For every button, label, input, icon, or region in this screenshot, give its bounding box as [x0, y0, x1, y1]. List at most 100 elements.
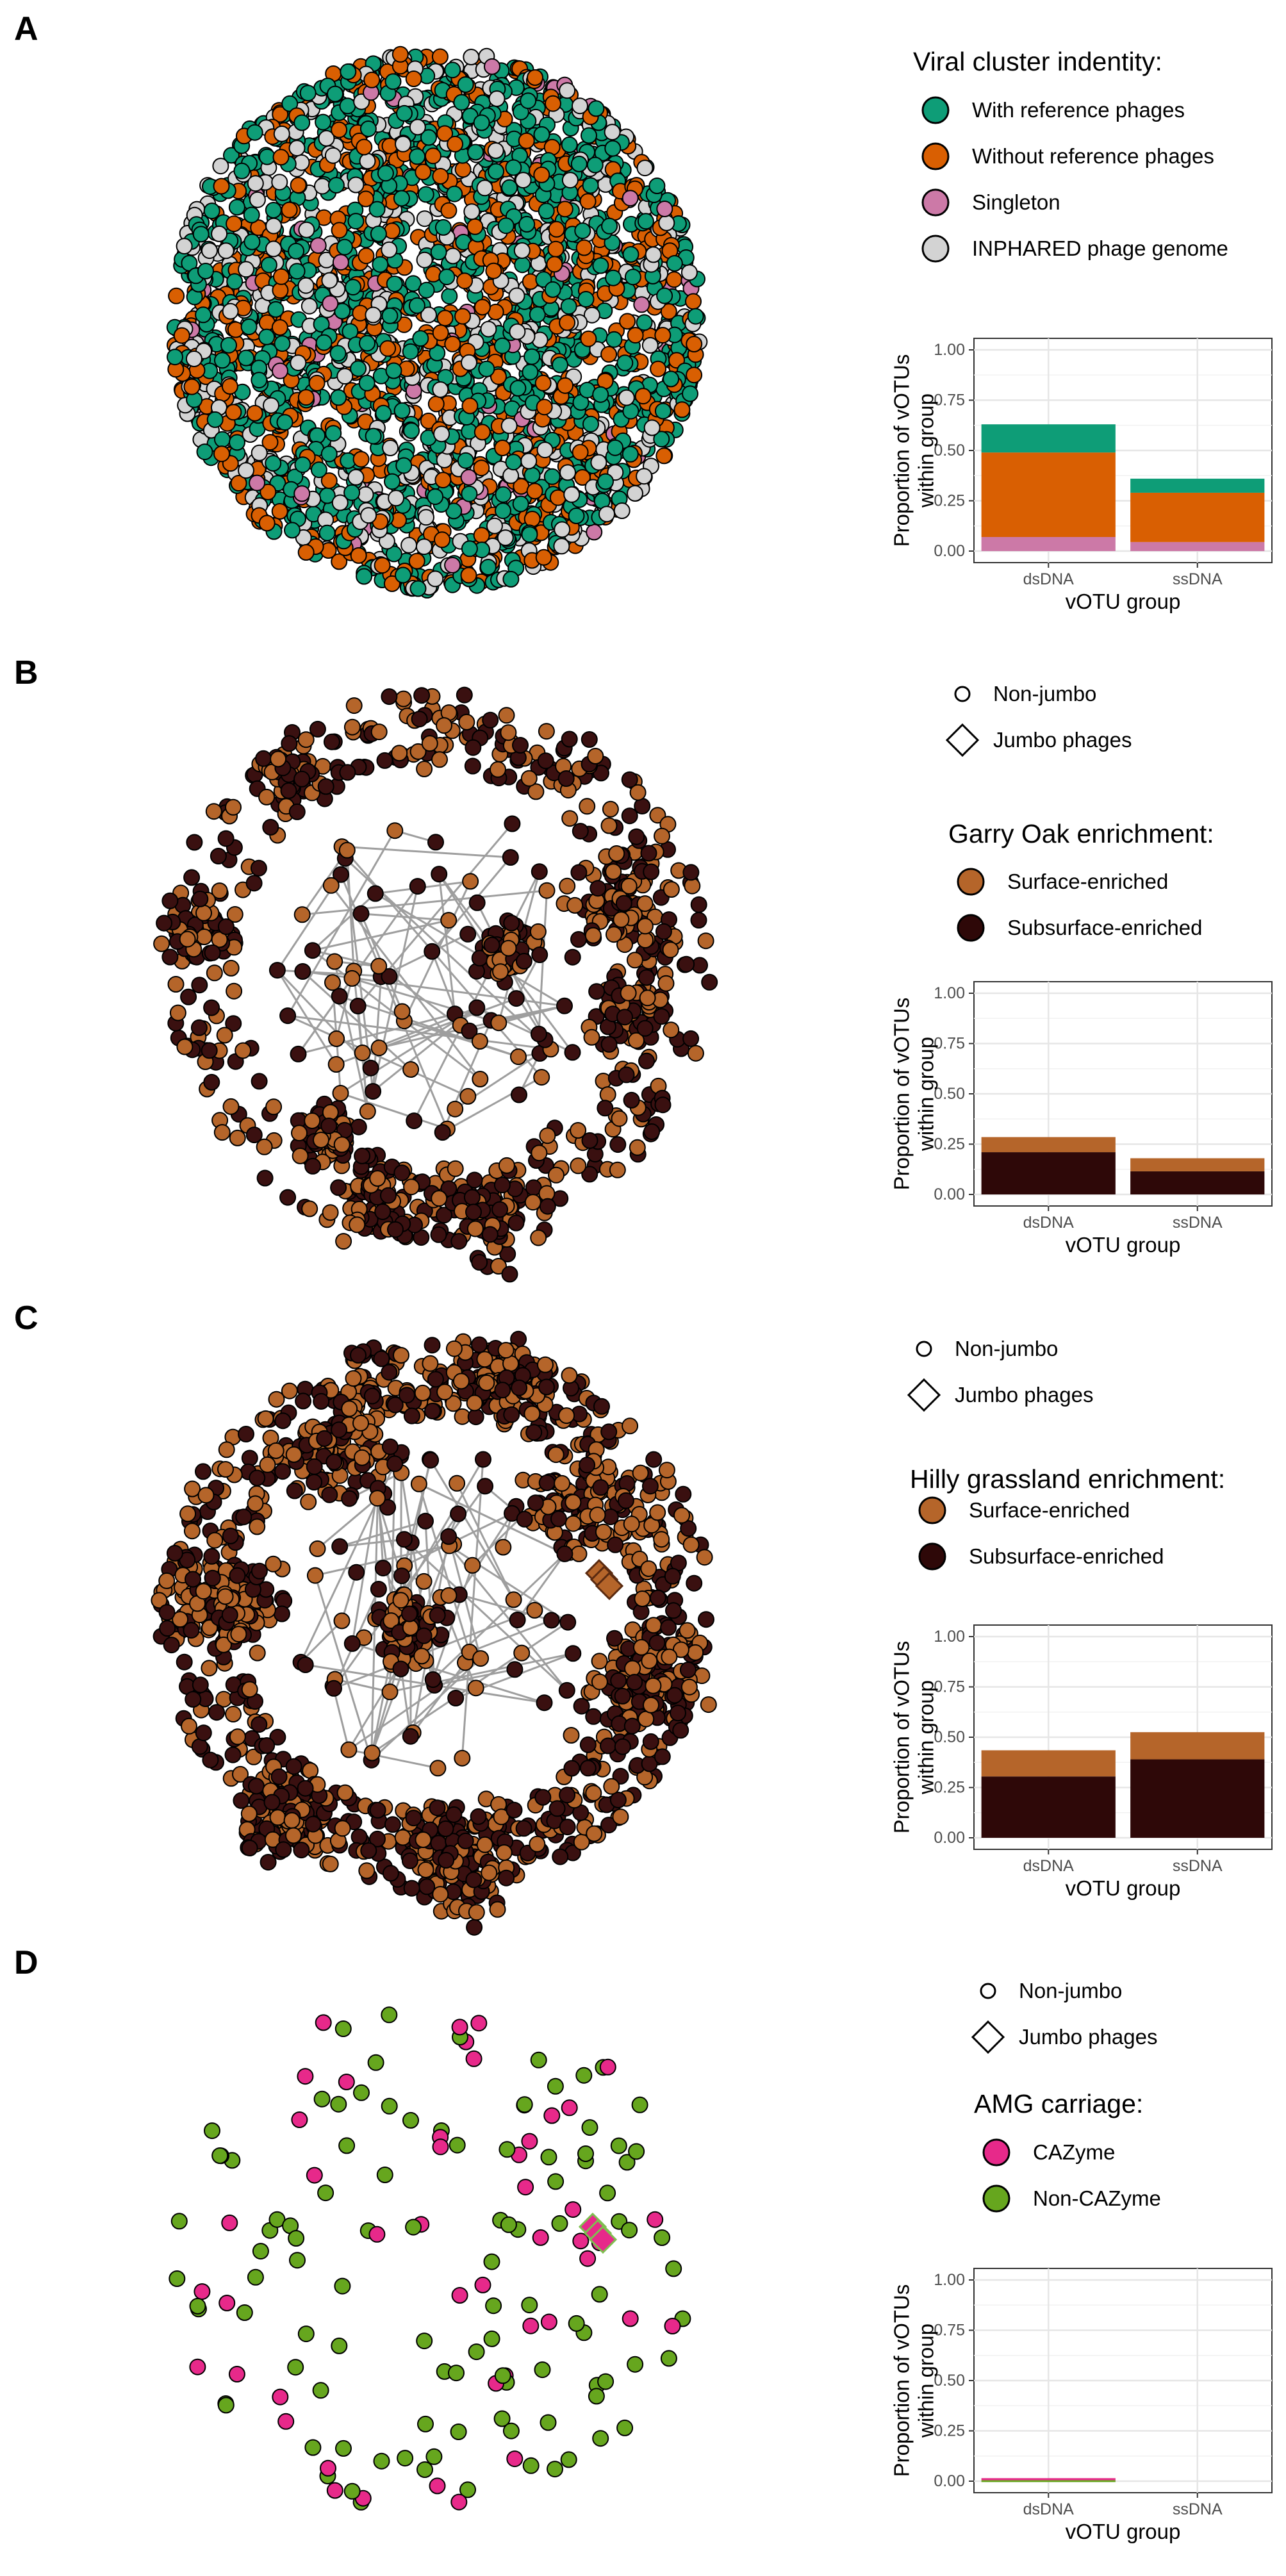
- network-node: [302, 299, 317, 314]
- network-node: [640, 990, 655, 1005]
- network-node: [331, 345, 346, 361]
- network-node: [686, 1576, 702, 1591]
- network-node: [226, 404, 241, 420]
- network-node: [655, 404, 671, 419]
- y-axis-title-line: Proportion of vOTUs: [889, 998, 913, 1191]
- network-node: [477, 180, 493, 195]
- network-node: [445, 62, 460, 78]
- bar-segment: [982, 1137, 1116, 1153]
- network-node: [521, 454, 536, 469]
- network-node: [474, 115, 490, 131]
- network-node: [634, 297, 649, 312]
- network-node: [506, 160, 521, 176]
- network-node: [238, 261, 254, 277]
- network-node: [559, 315, 575, 331]
- network-node: [559, 1408, 574, 1423]
- network-node: [177, 238, 192, 254]
- network-node: [322, 296, 338, 311]
- jumbo-diamond-icon: [947, 725, 978, 755]
- network-node: [318, 779, 334, 794]
- network-node: [322, 273, 337, 288]
- network-node: [395, 403, 410, 418]
- network-node: [311, 462, 327, 477]
- network-node: [354, 452, 369, 467]
- network-node: [194, 226, 209, 242]
- network-node: [431, 1227, 447, 1243]
- network-node: [623, 190, 638, 206]
- network-node: [301, 85, 316, 101]
- network-node: [531, 924, 546, 939]
- network-node: [572, 98, 588, 113]
- network-node: [691, 897, 707, 912]
- network-node: [169, 977, 184, 992]
- network-node: [214, 446, 229, 461]
- network-node: [295, 964, 310, 979]
- network-node: [218, 831, 234, 846]
- network-node: [663, 371, 679, 386]
- network-node: [281, 783, 297, 798]
- network-node: [257, 1139, 272, 1155]
- network-node: [320, 525, 335, 541]
- network-node: [554, 538, 569, 554]
- network-node: [445, 557, 460, 573]
- network-node: [274, 269, 289, 285]
- network-node: [634, 798, 650, 814]
- network-node: [230, 1130, 245, 1146]
- network-node: [545, 282, 561, 297]
- network-node: [606, 270, 621, 286]
- network-node: [291, 178, 306, 193]
- network-node: [623, 247, 639, 262]
- network-node: [340, 764, 355, 780]
- network-node: [156, 916, 172, 931]
- network-node: [396, 691, 411, 707]
- network-node: [701, 1697, 716, 1712]
- network-node: [617, 355, 632, 370]
- network-node: [545, 96, 561, 111]
- network-node: [602, 818, 617, 834]
- network-node: [463, 873, 478, 889]
- network-node: [174, 328, 190, 343]
- network-node: [354, 1148, 370, 1164]
- network-node: [327, 954, 342, 970]
- network-node: [593, 258, 608, 274]
- network-node: [276, 1413, 291, 1428]
- network-node: [351, 548, 367, 563]
- network-node: [406, 71, 422, 87]
- network-node: [638, 160, 653, 176]
- network-node: [540, 1128, 555, 1143]
- network-node: [247, 125, 263, 140]
- network-node: [365, 308, 381, 323]
- network-node: [290, 263, 305, 279]
- network-node: [639, 970, 654, 986]
- network-node: [368, 886, 383, 901]
- network-node: [698, 933, 714, 948]
- network-node: [639, 1053, 654, 1069]
- network-node: [301, 1494, 316, 1510]
- network-node: [215, 352, 230, 368]
- network-node: [370, 1803, 386, 1818]
- network-node: [537, 399, 552, 415]
- y-tick-label: 0.75: [934, 1035, 965, 1053]
- network-node: [382, 308, 397, 324]
- network-node: [186, 351, 202, 367]
- network-node: [656, 924, 672, 939]
- network-node: [456, 161, 471, 177]
- network-node: [654, 1009, 670, 1024]
- network-node: [403, 344, 418, 359]
- network-node: [331, 1180, 346, 1195]
- bar-segment: [982, 537, 1116, 551]
- network-node: [277, 415, 293, 430]
- network-node: [381, 1188, 396, 1203]
- legend-swatch-icon: [923, 190, 948, 215]
- network-node: [268, 302, 283, 317]
- network-node: [226, 800, 241, 815]
- network-node: [159, 1573, 174, 1589]
- network-node: [263, 820, 278, 835]
- network-node: [609, 846, 624, 861]
- network-node: [288, 244, 304, 259]
- network-node: [531, 1027, 547, 1042]
- network-node: [586, 1709, 601, 1724]
- network-node: [525, 468, 540, 483]
- network-node: [418, 186, 434, 202]
